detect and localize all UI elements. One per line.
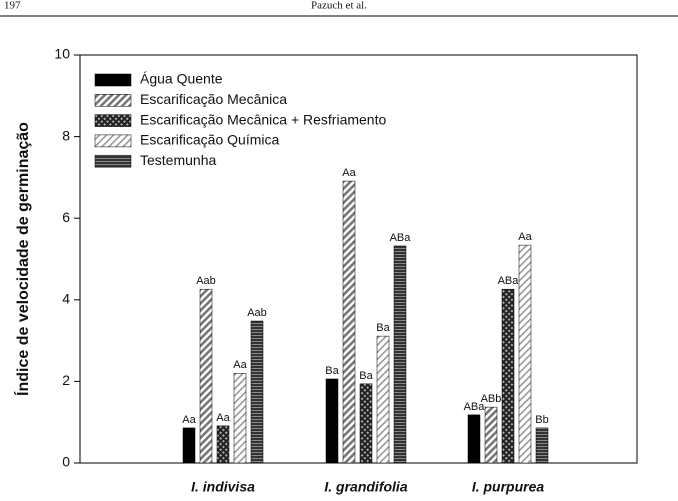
plot-frame [79, 54, 638, 464]
bar [216, 425, 230, 464]
bar [393, 245, 407, 464]
legend-swatch [94, 114, 132, 127]
legend-label: Água Quente [140, 71, 223, 87]
y-tick-label: 10 [54, 46, 70, 62]
significance-label: Aa [518, 231, 532, 243]
bar [325, 378, 339, 464]
significance-label: Aa [182, 414, 196, 426]
significance-label: Ba [325, 365, 339, 377]
significance-label: Aa [342, 167, 356, 179]
legend-label: Escarificação Mecânica + Resfriamento [140, 111, 386, 127]
bar [182, 427, 196, 464]
legend-swatch [94, 73, 132, 87]
bar [518, 244, 532, 464]
y-tick-label: 4 [62, 291, 70, 307]
bar [501, 288, 515, 464]
bar [467, 414, 481, 464]
y-tick-label: 8 [62, 127, 70, 143]
x-tick-label: I. indivisa [191, 479, 255, 495]
running-head: Pazuch et al. [311, 0, 367, 12]
bar [359, 383, 373, 464]
significance-label: Aa [216, 412, 230, 424]
bar [250, 320, 264, 464]
significance-label: Aa [233, 359, 247, 371]
bar [233, 372, 247, 464]
bar [484, 406, 498, 464]
bar [199, 288, 213, 464]
bar [342, 180, 356, 464]
significance-label: ABa [464, 401, 486, 413]
x-tick-label: I. grandifolia [324, 479, 407, 495]
x-tick-label: I. purpurea [472, 479, 545, 495]
significance-label: ABa [498, 275, 520, 287]
significance-label: Bb [535, 414, 548, 426]
bar [535, 427, 549, 464]
significance-label: Aab [196, 275, 216, 287]
legend-label: Testemunha [140, 152, 216, 168]
legend-label: Escarificação Mecânica [140, 91, 287, 107]
bar [376, 335, 390, 464]
significance-label: ABa [390, 232, 412, 244]
y-axis-label: Índice de velocidade de germinação [13, 122, 32, 396]
legend-swatch [94, 154, 132, 168]
legend-swatch [94, 134, 132, 148]
legend-label: Escarificação Química [140, 132, 279, 148]
y-tick-label: 0 [62, 454, 70, 470]
legend-swatch [94, 94, 132, 107]
significance-label: Aab [247, 307, 267, 319]
significance-label: Ba [359, 370, 373, 382]
y-tick-label: 2 [62, 372, 70, 388]
significance-label: ABb [481, 393, 502, 405]
significance-label: Ba [376, 322, 390, 334]
y-tick-label: 6 [62, 209, 70, 225]
page-number: 197 [4, 0, 21, 12]
